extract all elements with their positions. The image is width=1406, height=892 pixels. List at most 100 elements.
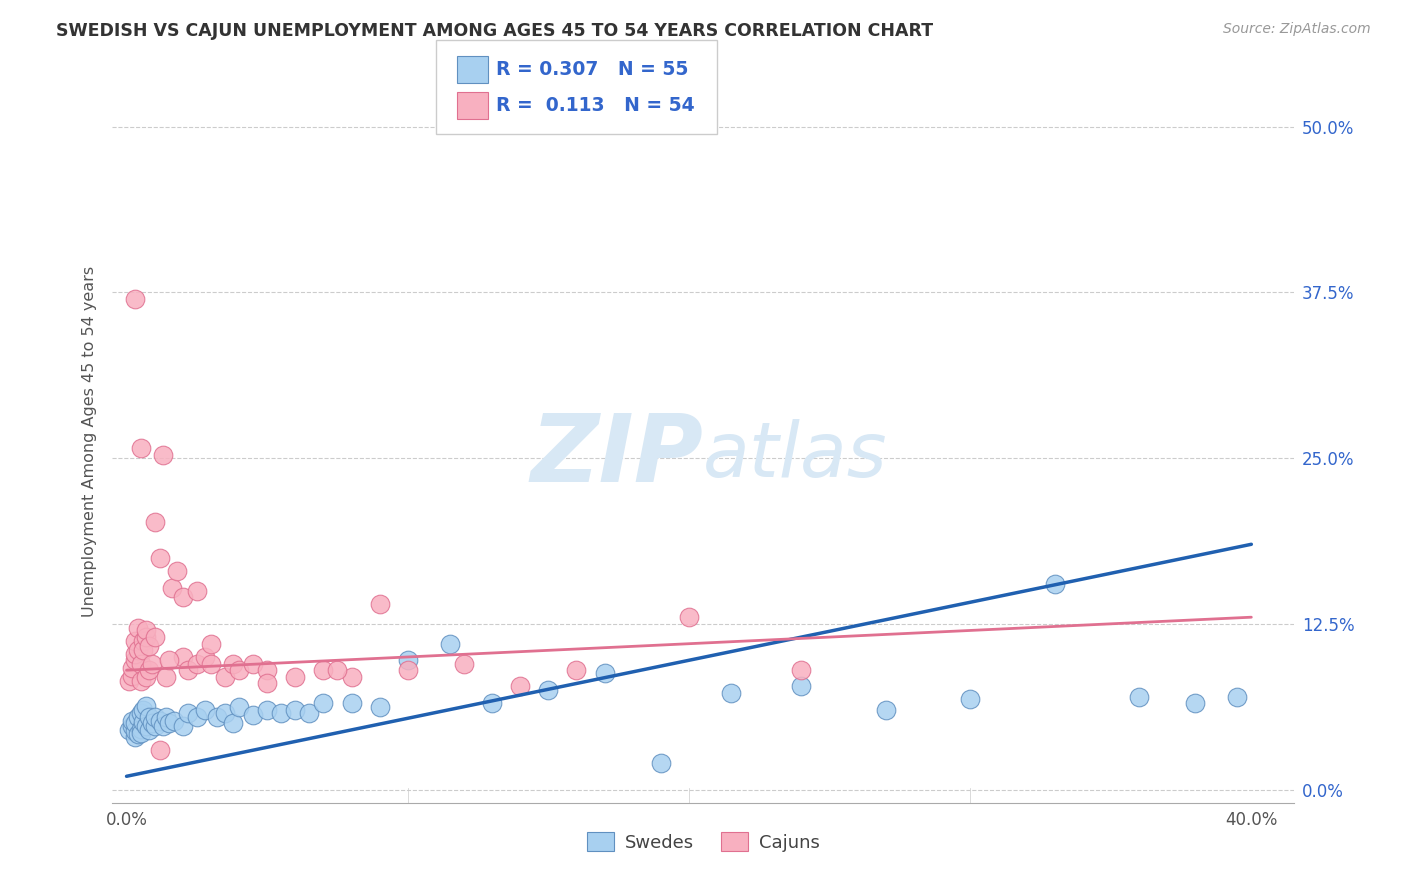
Point xyxy=(875,703,897,717)
Point xyxy=(284,703,307,717)
Point xyxy=(368,700,391,714)
Y-axis label: Unemployment Among Ages 45 to 54 years: Unemployment Among Ages 45 to 54 years xyxy=(82,266,97,617)
Point xyxy=(1226,690,1249,704)
Point xyxy=(121,668,143,682)
Point xyxy=(124,730,146,744)
Point xyxy=(149,743,172,757)
Point xyxy=(118,673,141,688)
Point xyxy=(242,657,264,671)
Point xyxy=(149,714,172,728)
Point xyxy=(959,692,981,706)
Point xyxy=(340,670,363,684)
Point xyxy=(143,709,166,723)
Point xyxy=(172,650,194,665)
Point xyxy=(242,708,264,723)
Point xyxy=(141,716,163,731)
Point xyxy=(194,650,217,665)
Point xyxy=(172,591,194,605)
Point xyxy=(172,719,194,733)
Point xyxy=(138,663,160,677)
Point xyxy=(186,657,208,671)
Point xyxy=(135,624,157,638)
Point xyxy=(270,706,292,720)
Point xyxy=(284,670,307,684)
Point xyxy=(396,652,419,666)
Point xyxy=(127,727,149,741)
Point xyxy=(124,716,146,731)
Point xyxy=(509,679,531,693)
Point xyxy=(228,700,250,714)
Point xyxy=(177,663,200,677)
Point xyxy=(121,714,143,728)
Point xyxy=(593,665,616,680)
Point xyxy=(186,583,208,598)
Point xyxy=(537,683,560,698)
Point xyxy=(205,709,228,723)
Point xyxy=(222,657,245,671)
Point xyxy=(396,663,419,677)
Point xyxy=(149,550,172,565)
Point xyxy=(298,706,321,720)
Point xyxy=(790,663,813,677)
Legend: Swedes, Cajuns: Swedes, Cajuns xyxy=(579,825,827,859)
Point xyxy=(127,709,149,723)
Point xyxy=(214,670,236,684)
Point xyxy=(152,719,174,733)
Point xyxy=(194,703,217,717)
Point xyxy=(256,703,278,717)
Point xyxy=(177,706,200,720)
Point xyxy=(138,709,160,723)
Point xyxy=(160,581,183,595)
Point xyxy=(124,634,146,648)
Point xyxy=(129,441,152,455)
Point xyxy=(650,756,672,770)
Point xyxy=(121,719,143,733)
Text: R = 0.307   N = 55: R = 0.307 N = 55 xyxy=(496,60,689,79)
Point xyxy=(163,714,186,728)
Point xyxy=(127,643,149,657)
Point xyxy=(312,663,335,677)
Point xyxy=(141,657,163,671)
Point xyxy=(135,699,157,714)
Point xyxy=(790,679,813,693)
Point xyxy=(132,634,155,648)
Point xyxy=(143,630,166,644)
Point xyxy=(256,676,278,690)
Point xyxy=(143,515,166,529)
Text: atlas: atlas xyxy=(703,419,887,493)
Point xyxy=(228,663,250,677)
Point xyxy=(340,697,363,711)
Text: ZIP: ZIP xyxy=(530,410,703,502)
Text: R =  0.113   N = 54: R = 0.113 N = 54 xyxy=(496,95,695,115)
Point xyxy=(124,652,146,666)
Point xyxy=(326,663,349,677)
Point xyxy=(155,709,177,723)
Point xyxy=(256,663,278,677)
Point xyxy=(135,719,157,733)
Point xyxy=(127,621,149,635)
Point xyxy=(138,640,160,654)
Point xyxy=(157,652,180,666)
Point xyxy=(157,716,180,731)
Point xyxy=(453,657,475,671)
Point xyxy=(124,292,146,306)
Point xyxy=(132,703,155,717)
Point xyxy=(118,723,141,737)
Text: SWEDISH VS CAJUN UNEMPLOYMENT AMONG AGES 45 TO 54 YEARS CORRELATION CHART: SWEDISH VS CAJUN UNEMPLOYMENT AMONG AGES… xyxy=(56,22,934,40)
Point xyxy=(214,706,236,720)
Point xyxy=(166,564,188,578)
Point xyxy=(129,725,152,739)
Point xyxy=(222,716,245,731)
Point xyxy=(129,706,152,720)
Point xyxy=(135,630,157,644)
Point xyxy=(720,686,742,700)
Point xyxy=(129,657,152,671)
Point xyxy=(1128,690,1150,704)
Point xyxy=(152,449,174,463)
Point xyxy=(129,673,152,688)
Point xyxy=(368,597,391,611)
Point xyxy=(121,660,143,674)
Point xyxy=(1043,577,1066,591)
Point xyxy=(1184,697,1206,711)
Point xyxy=(124,724,146,739)
